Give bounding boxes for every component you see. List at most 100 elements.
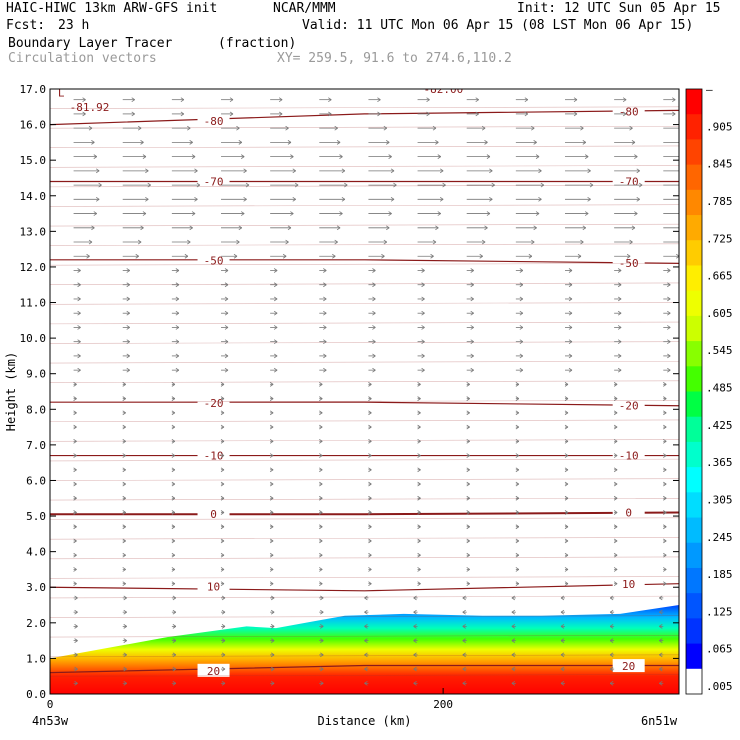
vector-arrowhead xyxy=(77,353,81,359)
vector-arrowhead xyxy=(172,680,177,686)
vector-arrowhead xyxy=(435,225,439,231)
vector-arrowhead xyxy=(224,339,229,345)
vector-arrowhead xyxy=(564,396,569,401)
vector-arrowhead xyxy=(368,552,372,558)
vector-arrowhead xyxy=(681,226,684,230)
vector-arrowhead xyxy=(269,424,274,430)
vector-arrowhead xyxy=(613,567,618,572)
vector-arrowhead xyxy=(519,367,524,373)
colorbar-label: .245 xyxy=(706,531,733,544)
vector-arrowhead xyxy=(220,438,225,444)
colorbar-swatch xyxy=(686,164,702,191)
colorbar-label: .005 xyxy=(706,680,733,693)
vector-arrowhead xyxy=(613,424,618,430)
vector-arrowhead xyxy=(560,638,565,643)
vector-arrowhead xyxy=(175,296,180,302)
tracer-fill xyxy=(50,605,679,694)
vector-arrowhead xyxy=(663,510,667,515)
vector-arrowhead xyxy=(531,125,535,131)
colorbar-label: .785 xyxy=(706,195,733,208)
vector-arrowhead xyxy=(515,510,520,515)
vector-arrowhead xyxy=(122,453,126,458)
colorbar-label: .605 xyxy=(706,307,733,320)
vector-arrowhead xyxy=(145,168,149,174)
vector-arrowhead xyxy=(388,154,392,159)
vector-arrowhead xyxy=(417,438,421,444)
colorbar-label: .845 xyxy=(706,158,733,171)
vector-arrowhead xyxy=(486,154,491,159)
vector-arrowhead xyxy=(270,595,275,601)
vector-arrowhead xyxy=(273,310,278,316)
vector-arrowhead xyxy=(617,268,622,273)
vector-arrowhead xyxy=(386,140,390,145)
vector-arrowhead xyxy=(320,652,324,658)
vector-arrowhead xyxy=(617,367,622,373)
vector-arrowhead xyxy=(221,638,226,643)
vector-arrowhead xyxy=(413,609,417,615)
vector-arrowhead xyxy=(171,510,176,515)
vector-arrowhead xyxy=(77,310,81,316)
vector-arrowhead xyxy=(426,111,430,117)
vector-arrowhead xyxy=(470,353,474,359)
vector-arrowhead xyxy=(560,680,565,686)
grid-contour xyxy=(50,263,679,266)
y-tick-label: 3.0 xyxy=(26,581,46,594)
vector-arrowhead xyxy=(519,339,524,345)
vector-arrowhead xyxy=(323,325,327,330)
right-endpoint-label: 6n51w xyxy=(641,714,678,728)
vector-arrowhead xyxy=(368,524,372,530)
vector-arrowhead xyxy=(417,410,421,416)
vector-arrowhead xyxy=(368,410,372,416)
vector-arrowhead xyxy=(196,182,201,188)
vector-arrowhead xyxy=(332,253,336,259)
vector-arrowhead xyxy=(638,182,643,188)
vector-arrowhead xyxy=(171,424,176,430)
contour-label-bg xyxy=(612,174,645,188)
vector-arrowhead xyxy=(224,367,229,373)
vector-arrowhead xyxy=(519,296,524,302)
vector-arrowhead xyxy=(629,125,633,131)
vector-arrowhead xyxy=(320,624,324,629)
vector-arrowhead xyxy=(172,609,177,615)
colorbar-swatch xyxy=(686,189,702,216)
vector-arrowhead xyxy=(564,567,569,572)
vector-arrowhead xyxy=(511,638,516,643)
colorbar-label: .665 xyxy=(706,270,733,283)
colorbar-label: .365 xyxy=(706,456,733,469)
y-tick-label: 14.0 xyxy=(20,190,47,203)
vector-arrowhead xyxy=(175,268,180,273)
forecast-hour: 23 h xyxy=(58,18,90,33)
vector-arrowhead xyxy=(426,97,430,103)
contour--80 xyxy=(50,109,679,126)
vector-arrowhead xyxy=(221,680,226,686)
vector-arrowhead xyxy=(319,396,323,401)
vector-arrowhead xyxy=(194,196,198,202)
vector-arrowhead xyxy=(560,595,565,601)
vector-arrowhead xyxy=(663,467,667,473)
vector-arrowhead xyxy=(462,652,466,658)
y-tick-label: 4.0 xyxy=(26,546,46,559)
vector-arrowhead xyxy=(171,495,176,501)
vector-arrowhead xyxy=(538,196,542,202)
contour-label: -80 xyxy=(204,115,224,128)
vector-arrowhead xyxy=(417,552,421,558)
vector-arrowhead xyxy=(269,467,274,473)
vector-arrowhead xyxy=(466,410,470,416)
vector-arrowhead xyxy=(368,438,372,444)
vector-arrowhead xyxy=(515,410,520,416)
vector-arrowhead xyxy=(319,453,323,458)
vector-arrowhead xyxy=(82,111,86,117)
vector-arrowhead xyxy=(122,581,126,587)
vector-arrowhead xyxy=(672,97,676,103)
contour-label-bg xyxy=(197,396,230,410)
colorbar-swatch xyxy=(686,467,702,493)
vector-arrowhead xyxy=(515,495,520,501)
vector-arrowhead xyxy=(484,225,488,231)
y-tick-label: 2.0 xyxy=(26,617,46,630)
contour-label-bg xyxy=(612,398,645,412)
vector-arrowhead xyxy=(634,211,638,216)
vector-arrowhead xyxy=(564,581,569,587)
vector-arrowhead xyxy=(470,282,474,288)
vector-arrowhead xyxy=(383,239,388,245)
vector-arrowhead xyxy=(142,211,147,216)
